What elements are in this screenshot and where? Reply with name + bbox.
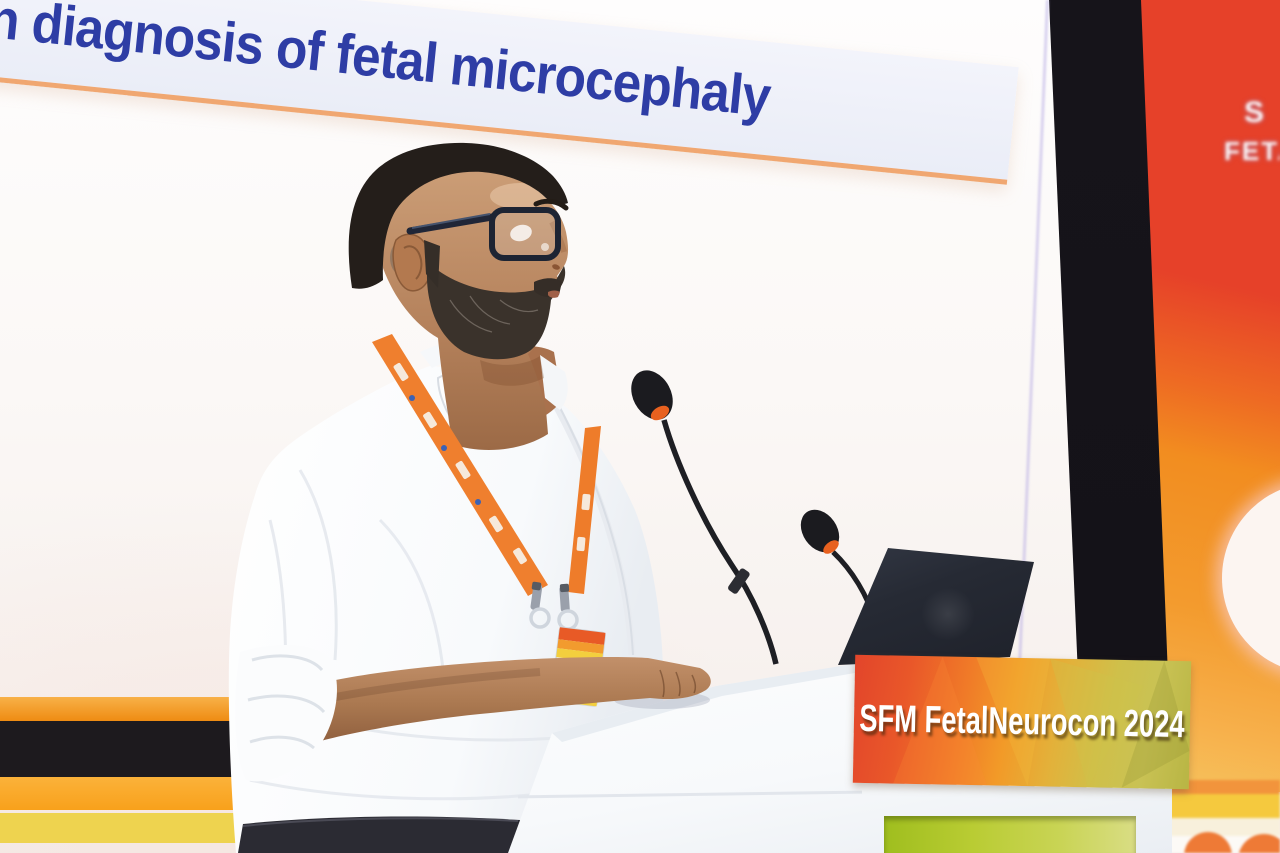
hair (348, 142, 568, 289)
forearm (296, 657, 711, 744)
laptop-reflection (920, 588, 976, 640)
lanyard-strap-right (568, 426, 601, 594)
beard (426, 262, 566, 360)
lips (548, 290, 560, 298)
mic-left-gooseneck (661, 419, 779, 665)
shirt-placket (548, 396, 636, 656)
nostril (552, 264, 560, 270)
podium-lower-panel (884, 816, 1136, 853)
collar-right (540, 355, 568, 410)
glasses-temple-arm (406, 213, 496, 235)
sideburn (424, 240, 440, 288)
belt-line (242, 817, 519, 827)
sleeve-folds (247, 654, 326, 750)
background-dot-1 (1184, 832, 1232, 853)
mic-right-foam (800, 509, 840, 553)
arm-hair-shading (319, 668, 541, 704)
beard-texture (449, 295, 539, 333)
neck-shadow (480, 356, 544, 386)
mic-left-ring (650, 405, 670, 421)
background-dot-2 (1238, 834, 1280, 853)
banner-logo-line2: FETAL (1224, 136, 1280, 166)
glasses-reflection-small (541, 243, 549, 251)
pants (238, 816, 545, 853)
lanyard-print-patches (393, 363, 591, 565)
mic-right-ring (823, 540, 839, 554)
glasses-reflection (510, 224, 532, 242)
eyebrow (533, 198, 569, 211)
background-band-yellow (1158, 794, 1280, 818)
lanyard-logo-dots (409, 395, 481, 505)
banner-logo-line1: S (1244, 96, 1265, 129)
background-band-cream (1158, 818, 1280, 836)
placket-line (555, 399, 634, 656)
glasses-temple-sheen (411, 213, 491, 229)
background-table-banner (1158, 780, 1280, 853)
ear-inner (403, 245, 423, 280)
mic-left-joint (728, 568, 750, 594)
banner-partial-logo: S FETAL (1222, 92, 1280, 200)
finger-lines (659, 669, 697, 698)
